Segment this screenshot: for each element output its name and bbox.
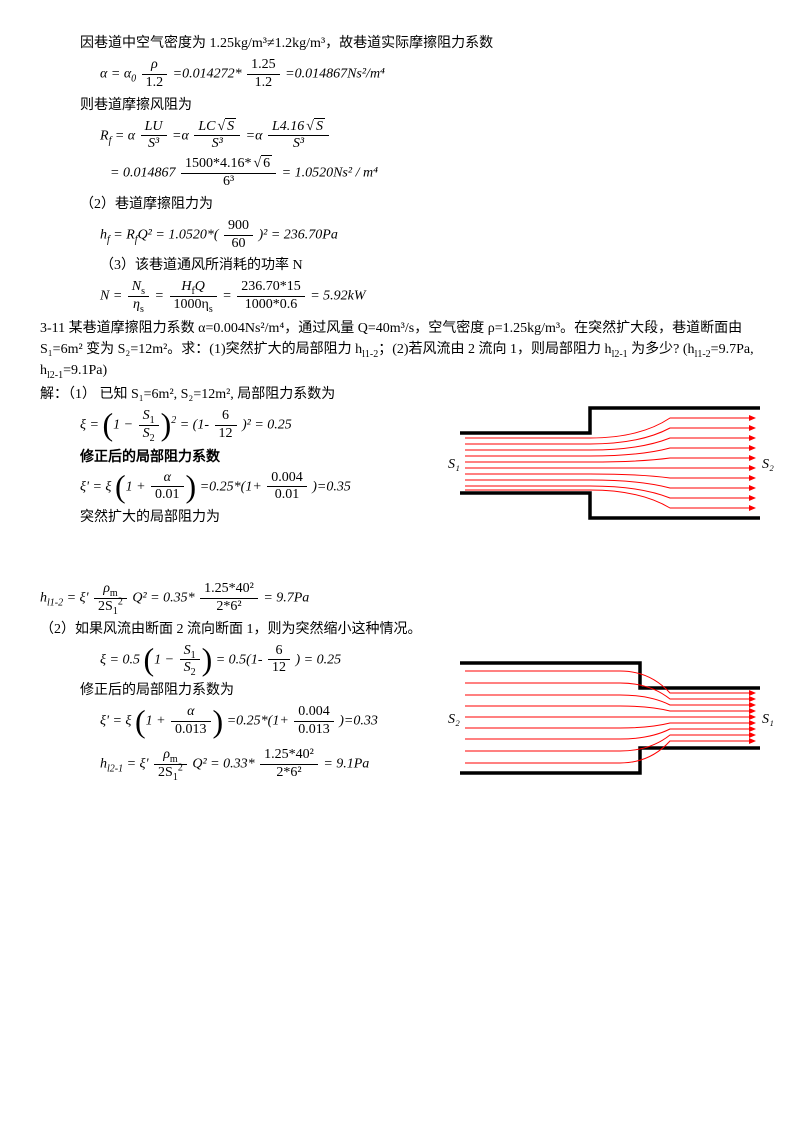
label-s1: S₁: [448, 457, 460, 472]
paragraph-2: 则巷道摩擦风阻为: [80, 95, 760, 116]
paragraph-4: （3）该巷道通风所消耗的功率 N: [100, 255, 760, 276]
equation-hf: hf = RfQ² = 1.0520*( 90060 )² = 236.70Pa: [100, 218, 760, 253]
paragraph-9: （2）如果风流由断面 2 流向断面 1，则为突然缩小这种情况。: [40, 619, 760, 640]
equation-n: N = Nsηs = HfQ1000ηs = 236.70*151000*0.6…: [100, 279, 760, 314]
equation-rf-b: = 0.014867 1500*4.16*66³ = 1.0520Ns² / m…: [110, 156, 760, 191]
label-s1-b: S₁: [762, 712, 774, 727]
label-s2-b: S₂: [448, 712, 460, 727]
equation-hl12: hl1-2 = ξ' ρm2S12 Q² = 0.35* 1.25*40²2*6…: [40, 581, 760, 616]
equation-alpha: α = α0 ρ1.2 =0.014272* 1.251.2 =0.014867…: [100, 57, 760, 92]
paragraph-1: 因巷道中空气密度为 1.25kg/m³≠1.2kg/m³，故巷道实际摩擦阻力系数: [80, 33, 760, 54]
contraction-diagram: S₂ S₁: [440, 653, 780, 778]
paragraph-3: （2）巷道摩擦阻力为: [80, 194, 760, 215]
equation-rf-a: Rf = α LUS³ =α LCSS³ =α L4.16SS³: [100, 119, 760, 154]
expansion-diagram: S₁ S₂: [440, 398, 780, 523]
label-s2: S₂: [762, 457, 774, 472]
problem-311: 3-11 某巷道摩擦阻力系数 α=0.004Ns²/m⁴，通过风量 Q=40m³…: [40, 318, 760, 381]
